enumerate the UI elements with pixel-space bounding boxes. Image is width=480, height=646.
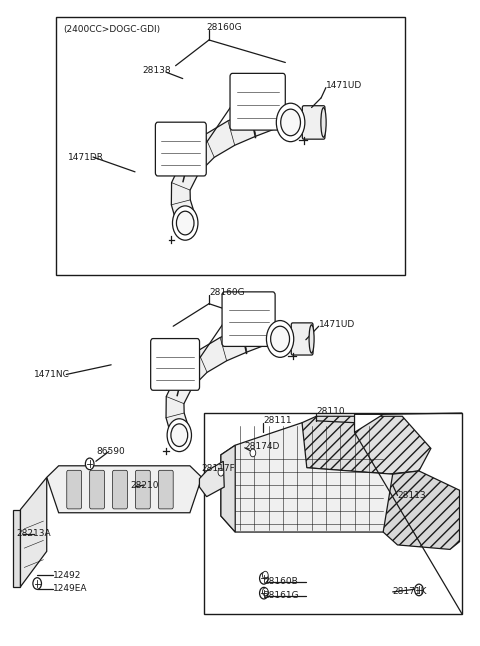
Polygon shape <box>383 471 459 549</box>
Polygon shape <box>171 101 282 222</box>
FancyBboxPatch shape <box>113 470 127 509</box>
Ellipse shape <box>271 326 289 351</box>
Text: 28210: 28210 <box>130 481 159 490</box>
Text: 28160G: 28160G <box>209 287 245 297</box>
Polygon shape <box>297 416 431 474</box>
Polygon shape <box>166 318 272 434</box>
Circle shape <box>263 588 268 596</box>
Text: 28213A: 28213A <box>17 530 51 539</box>
Text: (2400CC>DOGC-GDI): (2400CC>DOGC-GDI) <box>63 25 160 34</box>
Text: 28110: 28110 <box>316 407 345 416</box>
Ellipse shape <box>309 325 314 353</box>
FancyBboxPatch shape <box>158 470 173 509</box>
Circle shape <box>218 468 224 476</box>
Polygon shape <box>199 461 224 497</box>
Ellipse shape <box>281 109 300 136</box>
Ellipse shape <box>276 103 305 141</box>
FancyBboxPatch shape <box>302 106 325 139</box>
Ellipse shape <box>266 320 294 357</box>
Text: 28138: 28138 <box>142 67 171 76</box>
Text: 1471UD: 1471UD <box>326 81 362 90</box>
Text: 12492: 12492 <box>53 570 81 579</box>
FancyBboxPatch shape <box>135 470 150 509</box>
Bar <box>204 413 462 614</box>
Text: 1471UD: 1471UD <box>319 320 355 329</box>
Ellipse shape <box>172 206 198 240</box>
Text: 1249EA: 1249EA <box>53 584 87 593</box>
Ellipse shape <box>171 424 188 446</box>
Circle shape <box>33 578 41 589</box>
FancyBboxPatch shape <box>291 323 313 355</box>
FancyBboxPatch shape <box>230 74 285 130</box>
Text: 1471DR: 1471DR <box>68 152 104 162</box>
Text: 86590: 86590 <box>97 447 126 456</box>
Ellipse shape <box>167 419 192 452</box>
FancyBboxPatch shape <box>222 292 275 346</box>
Polygon shape <box>47 466 202 513</box>
FancyBboxPatch shape <box>151 339 200 390</box>
Circle shape <box>263 571 268 579</box>
FancyBboxPatch shape <box>90 470 105 509</box>
Circle shape <box>415 584 423 596</box>
Text: 28117F: 28117F <box>201 464 235 473</box>
Polygon shape <box>221 422 393 532</box>
Polygon shape <box>355 414 383 432</box>
Polygon shape <box>21 477 47 587</box>
Text: 28160B: 28160B <box>263 577 298 586</box>
FancyBboxPatch shape <box>67 470 82 509</box>
Text: 28171K: 28171K <box>393 587 427 596</box>
Text: 28160G: 28160G <box>206 23 242 32</box>
Bar <box>56 17 405 275</box>
Text: 28113: 28113 <box>397 491 426 500</box>
Text: 28174D: 28174D <box>245 442 280 451</box>
Polygon shape <box>221 445 235 532</box>
Text: 1471NC: 1471NC <box>34 370 70 379</box>
Polygon shape <box>13 510 21 587</box>
Ellipse shape <box>177 211 194 235</box>
Circle shape <box>250 449 256 457</box>
Ellipse shape <box>321 108 326 137</box>
Circle shape <box>260 587 268 599</box>
Text: 28111: 28111 <box>263 416 291 425</box>
FancyBboxPatch shape <box>156 122 206 176</box>
Text: 28161G: 28161G <box>263 591 299 600</box>
Circle shape <box>260 572 268 584</box>
Circle shape <box>85 458 94 470</box>
